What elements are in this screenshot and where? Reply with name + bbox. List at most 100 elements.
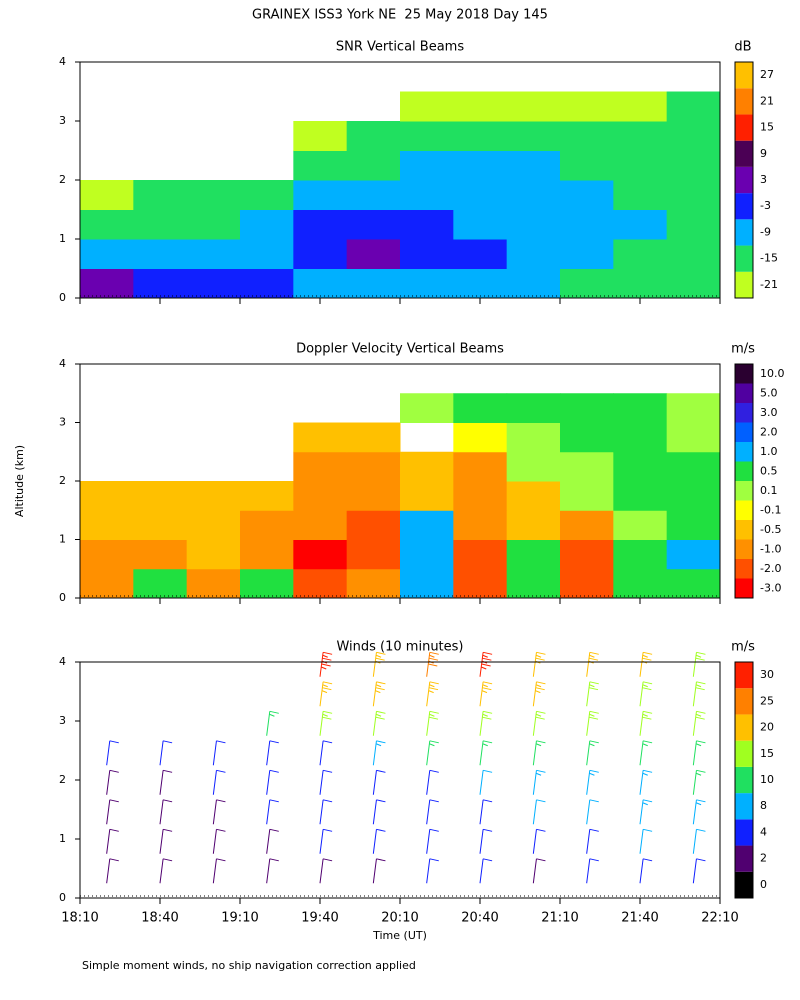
wind-barb <box>532 651 546 677</box>
colorbar-label: -15 <box>760 252 778 265</box>
wind-barb <box>372 740 386 766</box>
heat-cell <box>133 180 188 210</box>
wind-barb <box>639 799 653 825</box>
colorbar-band <box>735 442 753 462</box>
heat-cell <box>80 209 134 240</box>
heat-cell <box>133 510 188 540</box>
heat-cell <box>293 568 348 599</box>
heat-cell <box>560 209 614 240</box>
heat-cell <box>453 180 508 210</box>
heat-cell <box>133 568 188 599</box>
colorbar-label: 2.0 <box>760 425 778 438</box>
heat-cell <box>666 121 721 151</box>
heat-cell <box>293 180 348 210</box>
wind-barb <box>426 799 439 825</box>
wind-barb <box>639 681 653 707</box>
y-tick-label: 4 <box>59 357 66 370</box>
wind-barb <box>319 858 333 884</box>
y-tick-label: 0 <box>59 291 66 304</box>
colorbar-frame <box>734 363 754 599</box>
heat-cell <box>346 510 401 540</box>
heat-cell <box>240 481 294 511</box>
heat-cell <box>613 422 668 453</box>
heat-cell <box>293 422 348 453</box>
colorbar-band <box>735 819 753 846</box>
wind-barb <box>479 858 493 884</box>
wind-barb <box>212 769 226 795</box>
y-tick-label: 2 <box>59 474 66 487</box>
wind-barb <box>372 769 386 795</box>
heat-cell <box>560 481 614 511</box>
colorbar-frame <box>734 661 754 899</box>
heat-cell <box>293 150 348 181</box>
colorbar-band <box>735 271 753 298</box>
heat-cell <box>80 180 134 210</box>
heat-cell <box>400 539 454 570</box>
heat-cell <box>560 422 614 453</box>
colorbar-band <box>735 662 753 689</box>
heat-cell <box>453 150 508 181</box>
x-tick-label: 20:40 <box>461 911 498 926</box>
heat-cell <box>186 209 241 240</box>
heat-cell <box>240 268 294 299</box>
heat-cell <box>453 121 508 151</box>
x-tick-label: 18:40 <box>141 911 178 926</box>
colorbar-band <box>735 403 753 423</box>
wind-barb <box>692 828 706 854</box>
colorbar-band <box>735 114 753 141</box>
heat-cell <box>666 510 721 540</box>
wind-barb <box>159 828 173 854</box>
heat-cell <box>293 209 348 240</box>
x-tick-label: 22:10 <box>701 911 738 926</box>
panel-title: Doppler Velocity Vertical Beams <box>296 342 504 357</box>
wind-barb <box>479 710 493 736</box>
colorbar-frame <box>734 61 754 299</box>
colorbar-unit: m/s <box>731 342 755 357</box>
wind-barb <box>372 681 386 707</box>
wind-barb <box>372 858 386 884</box>
colorbar-label: -9 <box>760 225 771 238</box>
colorbar-label: -2.0 <box>760 562 781 575</box>
colorbar-label: 4 <box>760 825 767 838</box>
heat-cell <box>506 268 561 299</box>
heat-cell <box>186 568 241 599</box>
heat-cell <box>613 268 668 299</box>
colorbar-label: 15 <box>760 121 774 134</box>
heat-cell <box>240 209 294 240</box>
colorbar-unit: dB <box>734 40 751 55</box>
heat-cell <box>560 539 614 570</box>
heat-cell <box>240 510 294 540</box>
heat-cell <box>453 510 508 540</box>
y-tick-label: 3 <box>59 714 66 727</box>
wind-barb <box>479 740 493 766</box>
wind-barb <box>212 858 226 884</box>
heat-cell <box>453 481 508 511</box>
wind-barb <box>479 828 493 854</box>
wind-barb <box>106 858 119 884</box>
wind-barb <box>532 828 546 854</box>
wind-barb <box>639 828 653 854</box>
heat-cell <box>80 481 134 511</box>
y-axis-label: Altitude (km) <box>13 445 26 517</box>
heat-cell <box>293 510 348 540</box>
heat-cell <box>186 510 241 540</box>
heat-cell <box>613 209 668 240</box>
colorbar-label: 3 <box>760 173 767 186</box>
wind-barb <box>639 651 653 677</box>
y-tick-label: 0 <box>59 891 66 904</box>
wind-barb <box>479 681 493 707</box>
colorbar-band <box>735 166 753 194</box>
heat-cell <box>666 150 721 181</box>
wind-barb <box>106 828 119 854</box>
wind-barb <box>106 769 119 795</box>
wind-barb <box>532 681 546 707</box>
heat-cell <box>560 568 614 599</box>
colorbar-band <box>735 461 753 481</box>
heat-cell <box>400 481 454 511</box>
x-axis-label: Time (UT) <box>372 929 427 942</box>
y-tick-label: 2 <box>59 773 66 786</box>
wind-barb <box>159 799 173 825</box>
wind-barb <box>319 740 333 766</box>
heat-cell <box>400 268 454 299</box>
heat-cell <box>506 91 561 122</box>
